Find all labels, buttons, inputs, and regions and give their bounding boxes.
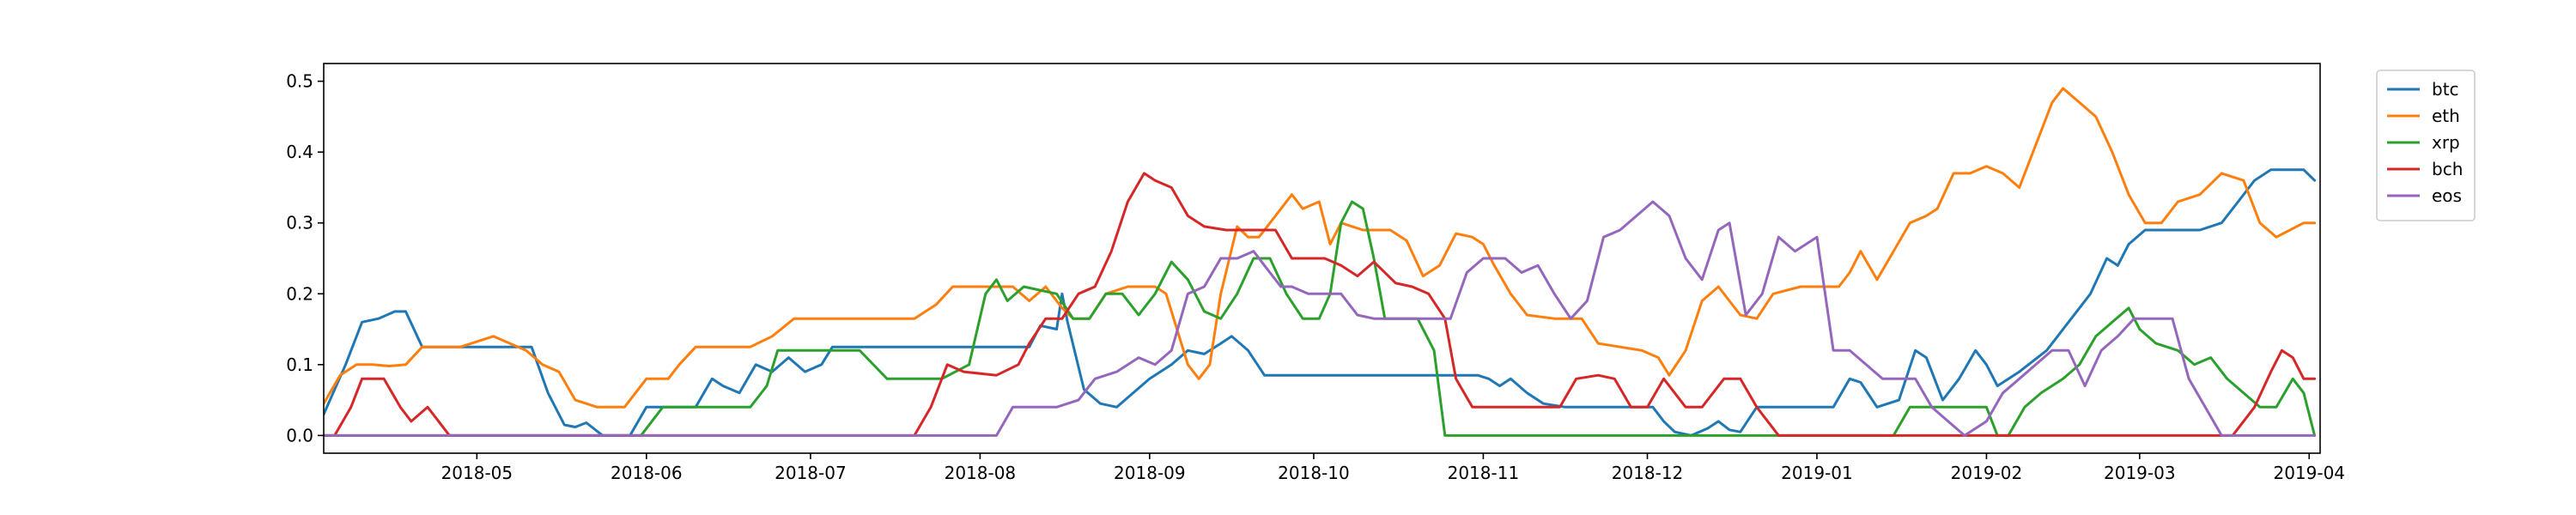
series-line-btc [324,168,2317,437]
x-tick-label: 2019-01 [1781,463,1853,483]
plot-frame [323,63,2321,454]
y-tick-label: 0.0 [286,425,313,445]
x-tick-label: 2019-03 [2104,463,2176,483]
x-tick-label: 2018-05 [441,463,513,483]
series-layer [324,87,2317,437]
x-tick-label: 2018-08 [945,463,1017,483]
y-tick-label: 0.3 [286,213,313,233]
x-tick-label: 2018-11 [1448,463,1520,483]
x-tick-label: 2019-02 [1951,463,2023,483]
x-tick-label: 2018-07 [775,463,847,483]
legend-label-bch: bch [2432,159,2463,179]
x-tick-label: 2019-04 [2273,463,2345,483]
x-tick-label: 2018-06 [611,463,683,483]
y-tick-label: 0.5 [286,71,313,92]
x-tick-label: 2018-12 [1612,463,1684,483]
y-tick-label: 0.1 [286,354,313,375]
legend: btc eth xrp bch eos [2376,70,2476,221]
legend-label-eth: eth [2432,106,2460,126]
legend-label-btc: btc [2432,79,2459,100]
y-tick-label: 0.2 [286,283,313,304]
y-tick-label: 0.4 [286,142,313,162]
x-axis: 2018-05 2018-06 2018-07 2018-08 2018-09 2018-… [441,453,2345,483]
series-line-eth [324,87,2317,409]
legend-label-xrp: xrp [2432,132,2460,153]
series-line-bch [324,172,2317,437]
y-axis: 0.0 0.1 0.2 0.3 0.4 0.5 [286,71,324,445]
legend-label-eos: eos [2432,185,2462,206]
x-tick-label: 2018-10 [1278,463,1350,483]
x-tick-label: 2018-09 [1114,463,1186,483]
legend-box [2376,70,2476,221]
series-line-eos [324,200,2317,437]
series-line-xrp [324,200,2317,437]
